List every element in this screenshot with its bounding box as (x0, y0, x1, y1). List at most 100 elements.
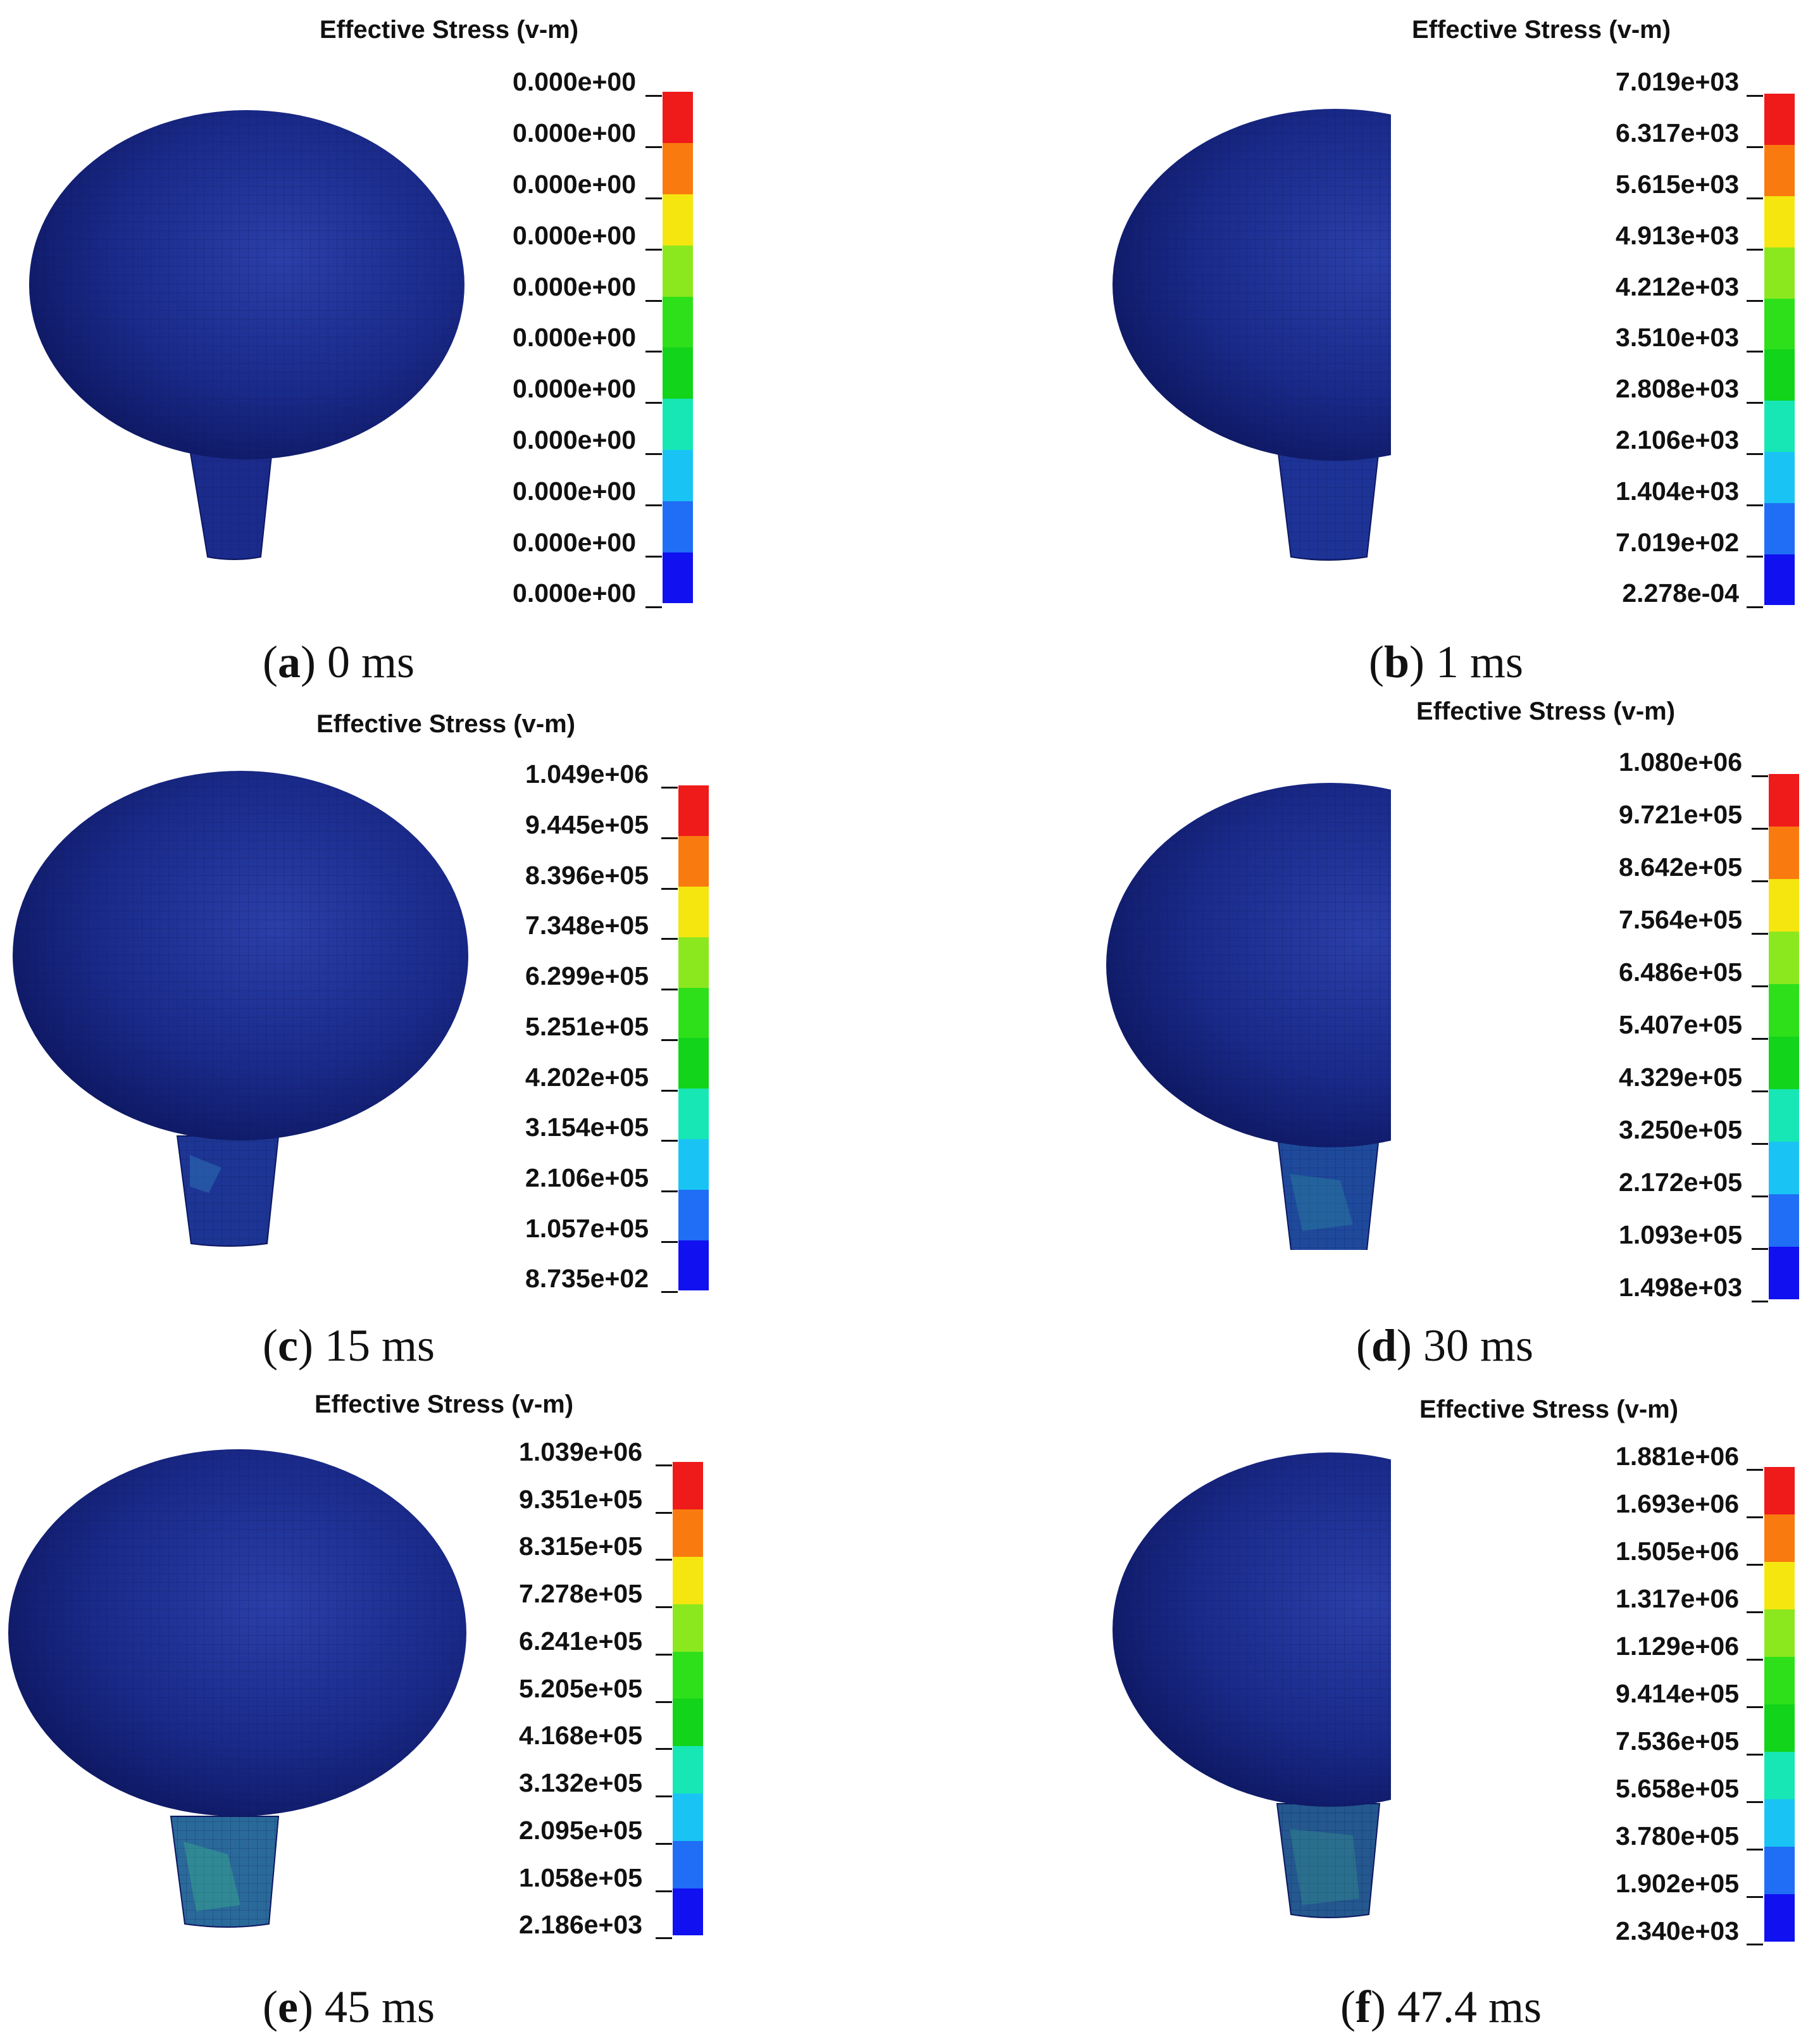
tick-mark (661, 1140, 678, 1142)
tick-label: 4.202e+05 (525, 1063, 649, 1092)
tick-mark (661, 837, 678, 839)
color-segment (678, 937, 709, 988)
tick-mark (1747, 1849, 1763, 1851)
color-segment (663, 552, 693, 603)
tick-mark (656, 1701, 672, 1703)
caption-time: 45 ms (324, 1982, 435, 2032)
color-segment (1764, 1467, 1795, 1514)
tick-label: 6.317e+03 (1616, 118, 1739, 147)
tick-mark (656, 1937, 672, 1939)
tick-mark (1747, 1564, 1763, 1566)
tick-mark (1752, 1248, 1768, 1250)
tick-label: 4.913e+03 (1616, 221, 1739, 250)
color-segment (663, 399, 693, 450)
color-segment (1764, 349, 1795, 401)
caption-letter: d (1371, 1320, 1397, 1371)
tick-mark (1747, 1896, 1763, 1898)
tick-label: 1.093e+05 (1619, 1220, 1742, 1249)
tick-label: 9.351e+05 (519, 1485, 642, 1514)
tick-label: 3.250e+05 (1619, 1115, 1742, 1144)
tick-mark (1752, 1301, 1768, 1302)
color-segment (673, 1509, 703, 1557)
tick-label: 9.414e+05 (1616, 1679, 1739, 1708)
color-segment (1769, 1089, 1799, 1142)
legend-title: Effective Stress (v-m) (315, 1390, 574, 1418)
model-sphere-cone (1106, 783, 1391, 1250)
tick-label: 5.615e+03 (1616, 170, 1739, 199)
color-segment (1769, 879, 1799, 932)
color-segment (673, 1652, 703, 1699)
color-segment (678, 836, 709, 887)
legend-title: Effective Stress (v-m) (1419, 1395, 1679, 1423)
tick-label: 1.039e+06 (519, 1437, 642, 1466)
color-segment (678, 1240, 709, 1290)
tick-label: 3.510e+03 (1616, 323, 1739, 352)
color-segment (1764, 1609, 1795, 1657)
color-segment (1769, 932, 1799, 984)
tick-label: 9.721e+05 (1619, 800, 1742, 829)
color-segment (678, 1190, 709, 1240)
color-segment (1764, 503, 1795, 554)
tick-mark (645, 95, 662, 97)
color-segment (673, 1557, 703, 1604)
caption-time: 15 ms (324, 1320, 435, 1371)
color-segment (1769, 1142, 1799, 1194)
panel-d: Effective Stress (v-m) 1.080e+06 9.721e+… (910, 680, 1820, 1371)
tick-label: 4.212e+03 (1616, 272, 1739, 301)
tick-label: 2.095e+05 (519, 1816, 642, 1845)
tick-mark (661, 888, 678, 890)
color-segment (1764, 145, 1795, 196)
tick-label: 1.129e+06 (1616, 1632, 1739, 1661)
tick-mark (1752, 1195, 1768, 1197)
tick-label: 9.445e+05 (525, 810, 649, 839)
tick-label: 0.000e+00 (513, 118, 636, 147)
tick-mark (645, 300, 662, 302)
panel-a: Effective Stress (v-m) 0.000e+00 0.000e+… (0, 0, 910, 687)
color-segment (1764, 247, 1795, 299)
color-segment (663, 143, 693, 194)
color-segment (1769, 984, 1799, 1037)
color-segment (678, 1139, 709, 1190)
tick-mark (645, 351, 662, 353)
tick-mark (656, 1843, 672, 1845)
tick-label: 3.780e+05 (1616, 1821, 1739, 1851)
tick-label: 3.132e+05 (519, 1768, 642, 1797)
tick-mark (1747, 146, 1763, 148)
tick-label: 8.396e+05 (525, 861, 649, 890)
tick-mark (656, 1890, 672, 1892)
tick-mark (656, 1464, 672, 1466)
color-segment (1764, 1704, 1795, 1752)
color-segment (663, 450, 693, 501)
tick-mark (645, 197, 662, 199)
color-segment (1764, 1562, 1795, 1609)
tick-label: 5.658e+05 (1616, 1774, 1739, 1803)
tick-label: 1.317e+06 (1616, 1584, 1739, 1613)
tick-label: 6.486e+05 (1619, 958, 1742, 987)
tick-label: 7.348e+05 (525, 911, 649, 940)
tick-mark (1747, 95, 1763, 97)
tick-label: 6.299e+05 (525, 961, 649, 990)
panel-c: Effective Stress (v-m) 1.049e+06 9.445e+… (0, 680, 910, 1371)
tick-label: 1.498e+03 (1619, 1273, 1742, 1302)
color-bar (1769, 774, 1799, 1299)
tick-mark (661, 989, 678, 990)
color-segment (663, 194, 693, 246)
tick-mark (1747, 351, 1763, 353)
tick-mark (1752, 933, 1768, 935)
tick-label: 2.106e+03 (1616, 425, 1739, 454)
color-segment (1764, 554, 1795, 605)
tick-mark (1747, 1659, 1763, 1661)
tick-mark (1747, 1469, 1763, 1471)
tick-label: 7.019e+03 (1616, 67, 1739, 96)
panel-e: Effective Stress (v-m) 1.039e+06 9.351e+… (0, 1361, 910, 2041)
tick-mark (645, 556, 662, 558)
tick-label: 0.000e+00 (513, 323, 636, 352)
tick-label: 2.278e-04 (1622, 578, 1739, 608)
panel-caption: (b) 1 ms (1369, 637, 1524, 687)
tick-mark (661, 1291, 678, 1293)
model-sphere-cone (8, 1449, 466, 1928)
color-bar (663, 92, 693, 603)
color-segment (673, 1841, 703, 1888)
model-sphere-cone (13, 771, 468, 1247)
color-segment (1764, 1752, 1795, 1799)
